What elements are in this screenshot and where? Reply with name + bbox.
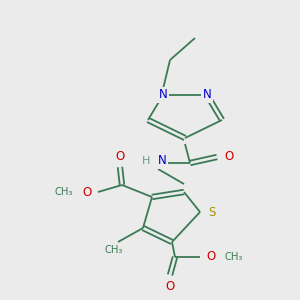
Text: CH₃: CH₃ bbox=[225, 252, 243, 262]
Text: S: S bbox=[208, 206, 216, 218]
Text: N: N bbox=[158, 154, 166, 167]
Text: O: O bbox=[206, 250, 216, 263]
Text: O: O bbox=[82, 185, 91, 199]
Text: CH₃: CH₃ bbox=[55, 187, 73, 197]
Text: N: N bbox=[159, 88, 167, 101]
Text: H: H bbox=[142, 156, 150, 166]
Text: CH₃: CH₃ bbox=[105, 245, 123, 255]
Text: N: N bbox=[202, 88, 211, 101]
Text: O: O bbox=[224, 151, 234, 164]
Text: O: O bbox=[116, 149, 124, 163]
Text: O: O bbox=[165, 280, 175, 292]
